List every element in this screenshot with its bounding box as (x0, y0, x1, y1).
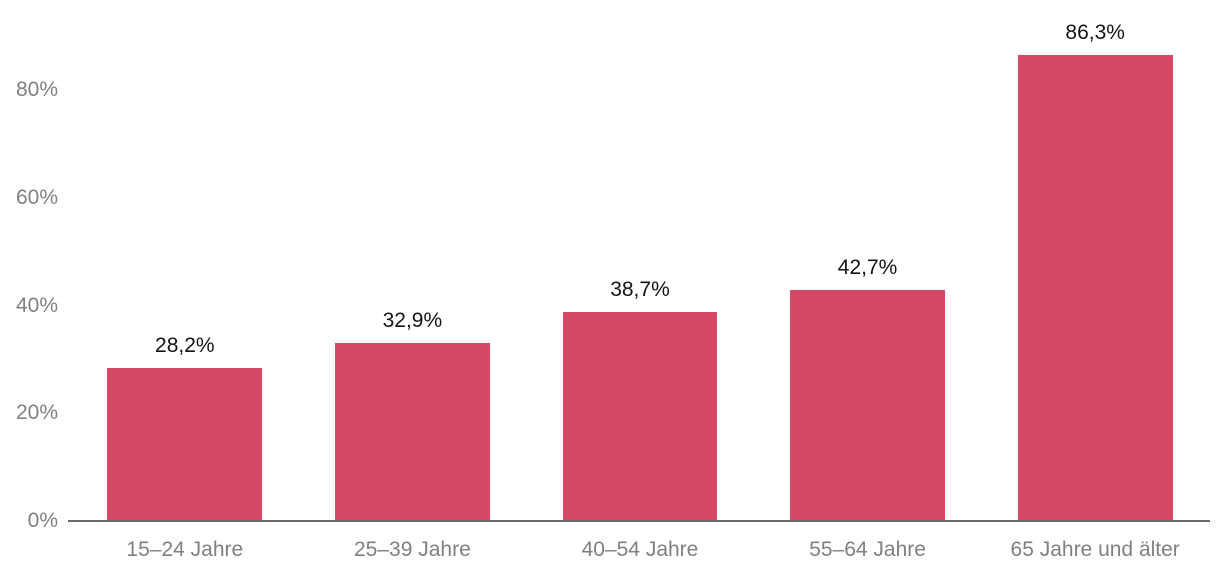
x-axis-line (68, 519, 1210, 522)
bar-value-label: 32,9% (382, 308, 443, 332)
x-axis-category-labels: 15–24 Jahre 25–39 Jahre 40–54 Jahre 55–64 J… (71, 536, 1209, 563)
x-category-label: 55–64 Jahre (809, 538, 926, 561)
bar (107, 368, 263, 520)
bar (790, 289, 945, 520)
x-category-label: 40–54 Jahre (581, 538, 699, 561)
x-category-label: 25–39 Jahre (354, 538, 471, 561)
bar-value-label: 38,7% (610, 277, 670, 301)
x-category-label: 65 Jahre und älter (1010, 538, 1180, 561)
y-tick-label: 20% (15, 401, 58, 425)
bar-group: 32,9% (299, 0, 527, 520)
y-tick-label: 0% (27, 509, 58, 532)
y-tick-label: 60% (15, 185, 58, 209)
bar-group: 28,2% (71, 0, 299, 520)
bars-area: 28,2% 32,9% 38,7% 42,7% 86,3% (71, 0, 1209, 520)
y-tick-label: 40% (15, 293, 58, 317)
y-tick-label: 80% (15, 78, 58, 101)
bar-group: 38,7% (526, 0, 754, 520)
bar (335, 342, 490, 520)
bar-group: 42,7% (754, 0, 982, 520)
bar-value-label: 28,2% (155, 334, 215, 358)
bar-value-label: 42,7% (837, 255, 898, 279)
bar (1017, 55, 1173, 520)
x-category-label: 15–24 Jahre (126, 538, 244, 561)
bar (562, 311, 718, 520)
bar-group: 86,3% (981, 0, 1209, 520)
y-axis-tick-labels: 0% 20% 40% 60% 80% (0, 0, 58, 584)
bar-value-label: 86,3% (1065, 21, 1125, 45)
